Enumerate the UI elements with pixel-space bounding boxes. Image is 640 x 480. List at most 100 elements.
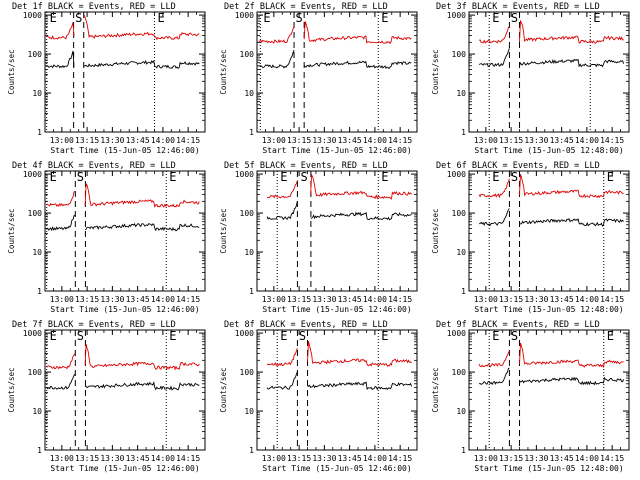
x-tick-label: 14:15 <box>176 295 200 304</box>
x-tick-label: 13:45 <box>338 295 362 304</box>
series-line-lld <box>46 353 76 370</box>
series-line-events <box>519 217 624 227</box>
x-tick-label: 13:45 <box>550 136 574 145</box>
panel-title: Det 4f BLACK = Events, RED = LLD <box>12 161 176 171</box>
y-tick-label: 10 <box>32 89 42 98</box>
y-tick-label: 100 <box>28 50 43 59</box>
x-tick-label: 13:15 <box>75 136 99 145</box>
series-line-lld <box>519 342 624 369</box>
plot-frame <box>44 11 206 133</box>
y-tick-label: 1000 <box>447 11 466 20</box>
marker-label: S <box>301 170 308 184</box>
x-axis-label: Start Time (15-Jun-05 12:48:00) <box>474 146 623 155</box>
x-tick-label: 13:45 <box>126 295 150 304</box>
series-line-events <box>266 201 298 221</box>
marker-label: E <box>492 170 499 184</box>
x-tick-label: 14:00 <box>151 295 175 304</box>
series-line-lld <box>83 14 200 41</box>
y-axis-label: Counts/sec <box>431 208 440 253</box>
x-axis-label: Start Time (15-Jun-05 12:48:00) <box>474 464 623 473</box>
y-tick-label: 100 <box>240 50 255 59</box>
marker-label: S <box>77 329 84 343</box>
y-tick-label: 10 <box>456 248 466 257</box>
series-line-lld <box>84 344 200 371</box>
x-tick-label: 13:00 <box>474 136 498 145</box>
x-tick-label: 13:15 <box>499 454 523 463</box>
x-tick-label: 13:45 <box>338 454 362 463</box>
marker-label: S <box>511 329 518 343</box>
plot-frame <box>468 329 630 451</box>
x-tick-label: 13:15 <box>287 295 311 304</box>
plot-frame <box>44 329 206 451</box>
x-tick-label: 13:00 <box>262 295 286 304</box>
x-tick-label: 14:00 <box>151 454 175 463</box>
x-tick-label: 13:15 <box>499 295 523 304</box>
panel-title: Det 1f BLACK = Events, RED = LLD <box>12 2 176 12</box>
y-tick-label: 10 <box>244 407 254 416</box>
x-axis-label: Start Time (15-Jun-05 12:46:00) <box>262 464 411 473</box>
marker-label: S <box>299 329 306 343</box>
x-tick-label: 14:00 <box>363 295 387 304</box>
y-tick-label: 1 <box>37 287 42 296</box>
x-axis-label: Start Time (15-Jun-05 12:46:00) <box>50 146 199 155</box>
x-tick-label: 13:30 <box>100 136 124 145</box>
y-tick-label: 1 <box>249 287 254 296</box>
y-axis-label: Counts/sec <box>219 367 228 412</box>
panel-title: Det 5f BLACK = Events, RED = LLD <box>224 161 388 171</box>
y-tick-label: 10 <box>244 89 254 98</box>
series-line-lld <box>307 341 412 367</box>
series-line-events <box>84 223 200 232</box>
x-tick-label: 14:00 <box>575 295 599 304</box>
y-tick-label: 1000 <box>23 170 42 179</box>
panel-title: Det 8f BLACK = Events, RED = LLD <box>224 320 388 330</box>
series-line-events <box>478 208 510 226</box>
x-tick-label: 13:30 <box>312 295 336 304</box>
y-tick-label: 100 <box>240 368 255 377</box>
panel-det-2: Det 2f BLACK = Events, RED = LLD 1 10 100 10… <box>219 2 418 155</box>
y-axis-label: Counts/sec <box>431 49 440 94</box>
series-line-lld <box>46 22 75 40</box>
x-tick-label: 14:15 <box>600 295 624 304</box>
panel-det-1: Det 1f BLACK = Events, RED = LLD 1 10 100 10… <box>7 2 206 155</box>
panel-det-8: Det 8f BLACK = Events, RED = LLD 1 10 100 10… <box>219 320 418 473</box>
x-tick-label: 14:15 <box>600 136 624 145</box>
y-tick-label: 1 <box>461 287 466 296</box>
y-tick-label: 1000 <box>235 329 254 338</box>
marker-label: E <box>50 11 57 25</box>
y-tick-label: 1 <box>249 446 254 455</box>
marker-label: S <box>77 170 84 184</box>
x-tick-label: 13:00 <box>50 295 74 304</box>
y-tick-label: 1000 <box>235 170 254 179</box>
x-tick-label: 13:30 <box>312 454 336 463</box>
series-line-events <box>46 50 75 69</box>
y-tick-label: 10 <box>32 248 42 257</box>
marker-label: E <box>263 11 270 25</box>
marker-label: E <box>169 170 176 184</box>
plot-frame <box>256 11 418 133</box>
marker-label: E <box>492 329 499 343</box>
series-line-lld <box>303 21 412 45</box>
series-line-lld <box>519 20 624 44</box>
y-tick-label: 1000 <box>447 170 466 179</box>
marker-label: S <box>511 170 518 184</box>
x-tick-label: 13:15 <box>287 136 311 145</box>
series-line-lld <box>46 191 76 207</box>
y-tick-label: 10 <box>244 248 254 257</box>
x-tick-label: 14:15 <box>176 136 200 145</box>
y-tick-label: 1000 <box>23 329 42 338</box>
x-tick-label: 13:45 <box>126 136 150 145</box>
y-tick-label: 100 <box>28 368 43 377</box>
x-tick-label: 14:15 <box>388 295 412 304</box>
panel-det-7: Det 7f BLACK = Events, RED = LLD 1 10 100 10… <box>7 320 206 473</box>
x-tick-label: 14:00 <box>575 454 599 463</box>
y-axis-label: Counts/sec <box>431 367 440 412</box>
x-tick-label: 13:45 <box>338 136 362 145</box>
series-line-events <box>479 367 510 386</box>
marker-label: E <box>381 11 388 25</box>
y-tick-label: 1000 <box>23 11 42 20</box>
plot-frame <box>256 329 418 451</box>
series-line-events <box>83 59 200 70</box>
y-axis-label: Counts/sec <box>7 208 16 253</box>
y-tick-label: 100 <box>28 209 43 218</box>
